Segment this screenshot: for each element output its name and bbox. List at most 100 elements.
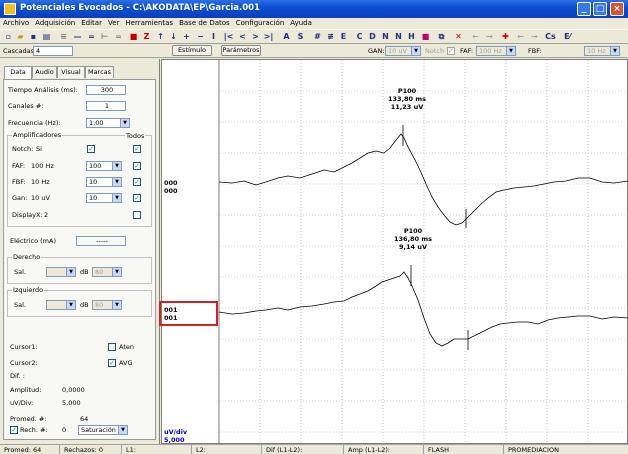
gan-select[interactable]: 10 ▼ [86, 193, 122, 203]
first-icon[interactable]: |< [223, 32, 234, 41]
menu-base-de-datos[interactable]: Base de Datos [179, 19, 230, 27]
saturacion-select[interactable]: Saturación ▼ [78, 425, 128, 435]
tab-data[interactable]: Data [4, 66, 32, 79]
minus-icon[interactable]: − [197, 32, 204, 41]
menu-editar[interactable]: Editar [81, 19, 102, 27]
z-icon[interactable]: Z [143, 32, 150, 41]
status-promediacion: PROMEDIACION [508, 446, 559, 454]
peak2-annotation: P100 136,80 ms 9,14 uV [394, 227, 432, 251]
a-icon[interactable]: A [283, 32, 290, 41]
fbf-todos-checkbox[interactable]: ✓ [133, 178, 141, 186]
cascadas-input[interactable]: 4 [33, 46, 73, 56]
gan-todos-checkbox[interactable]: ✓ [133, 194, 141, 202]
next-icon[interactable]: > [252, 32, 259, 41]
grid2-icon[interactable]: ≢ [327, 32, 334, 41]
tab-audio[interactable]: Audio [32, 66, 57, 78]
dash-icon[interactable]: — [73, 32, 82, 41]
right-arrow-icon[interactable]: → [486, 32, 493, 41]
cs-icon[interactable]: Cs [545, 32, 556, 41]
minimize-button[interactable]: _ [577, 2, 591, 16]
display-label: DisplayX: [12, 211, 43, 219]
n-icon[interactable]: N [382, 32, 389, 41]
tab-visual[interactable]: Visual [57, 66, 85, 78]
menu-adquisicion[interactable]: Adquisición [35, 19, 76, 27]
sal-izquierdo-select[interactable]: ▼ [46, 300, 76, 310]
left-arrow-icon[interactable]: ← [472, 32, 479, 41]
promed-label: Promed. #: [10, 415, 47, 423]
faf-select[interactable]: 100 ▼ [86, 161, 122, 171]
chevron-down-icon: ▼ [112, 194, 121, 202]
chevron-down-icon: ▼ [112, 268, 121, 276]
canales-input[interactable]: 1 [86, 101, 126, 111]
parametros-button[interactable]: Parámetros [221, 45, 261, 56]
aten-checkbox[interactable] [108, 343, 116, 351]
n2-icon[interactable]: N [395, 32, 402, 41]
prev-icon[interactable]: < [239, 32, 246, 41]
e-icon[interactable]: E [340, 32, 347, 41]
estimulo-button[interactable]: Estímulo [172, 45, 212, 56]
notch-todos-checkbox[interactable]: ✓ [133, 145, 141, 153]
close-button[interactable]: × [610, 2, 624, 16]
electrico-input[interactable]: ----- [76, 236, 126, 246]
gan-select[interactable]: 10 uV ▼ [385, 46, 421, 56]
tab-marcas[interactable]: Marcas [85, 66, 114, 78]
notch-checkbox[interactable]: ✓ [447, 47, 455, 55]
copy-icon[interactable]: ⧉ [438, 32, 445, 41]
marker-icon[interactable]: ■ [421, 32, 430, 41]
save-icon[interactable]: ▪ [30, 32, 37, 41]
plus-icon[interactable]: + [183, 32, 190, 41]
new-file-icon[interactable]: ▫ [5, 32, 12, 41]
tiempo-input[interactable]: 300 [86, 85, 126, 95]
c-icon[interactable]: C [356, 32, 363, 41]
cross-icon[interactable]: ✚ [502, 32, 509, 41]
fbf-select[interactable]: 10 Hz ▼ [584, 46, 620, 56]
s-icon[interactable]: S [297, 32, 304, 41]
menu-configuracion[interactable]: Configuración [235, 19, 285, 27]
equal-step-icon[interactable]: = [115, 32, 122, 41]
db-derecho-select[interactable]: 80 ▼ [92, 267, 122, 277]
color-icon[interactable]: ■ [129, 32, 138, 41]
notch-label: Notch: [12, 145, 34, 153]
arrow-down-icon[interactable]: ↓ [170, 32, 177, 41]
delete-icon[interactable]: ✕ [455, 32, 462, 41]
amplitud-label: Amplitud: [10, 386, 42, 394]
ed-icon[interactable]: E⁄ [564, 32, 571, 41]
chevron-down-icon: ▼ [112, 301, 121, 309]
menu-ayuda[interactable]: Ayuda [290, 19, 312, 27]
avg-checkbox[interactable]: ✓ [108, 359, 116, 367]
notch-checkbox[interactable]: ✓ [87, 145, 95, 153]
back-arrow-icon[interactable]: ← [517, 32, 524, 41]
cascadas-label: Cascadas #: [3, 47, 44, 55]
last-icon[interactable]: >| [263, 32, 274, 41]
equals-icon[interactable]: = [88, 32, 95, 41]
db-label: dB [80, 268, 89, 276]
cursor-i-icon[interactable]: I [212, 32, 215, 41]
menu-archivo[interactable]: Archivo [3, 19, 30, 27]
forward-arrow-icon[interactable]: → [531, 32, 538, 41]
rech-checkbox[interactable]: ✓ [10, 426, 18, 434]
waveform-canvas [218, 60, 628, 445]
frecuencia-select[interactable]: 1,00 ▼ [86, 118, 130, 128]
arrow-up-icon[interactable]: ↑ [157, 32, 164, 41]
open-folder-icon[interactable]: ▰ [17, 32, 24, 41]
grid-icon[interactable]: # [314, 32, 321, 41]
faf-select[interactable]: 100 Hz ▼ [476, 46, 516, 56]
display-todos-checkbox[interactable] [133, 211, 141, 219]
waveform-plot[interactable]: 000 000 001 001 P100 133,80 ms 11,23 uV … [161, 59, 628, 445]
sal-derecho-select[interactable]: ▼ [46, 267, 76, 277]
db-izquierdo-select[interactable]: 80 ▼ [92, 300, 122, 310]
cursor2-label: Cursor2: [10, 359, 38, 367]
lines-icon[interactable]: ≡ [60, 32, 67, 41]
fbf-select[interactable]: 10 ▼ [86, 177, 122, 187]
amplitud-value: 0,0000 [62, 386, 85, 394]
print-icon[interactable]: ▤ [42, 32, 51, 41]
step-icon[interactable]: ⊢ [100, 32, 109, 41]
maximize-button[interactable]: □ [593, 2, 607, 16]
menu-ver[interactable]: Ver [107, 19, 120, 27]
d-icon[interactable]: D [369, 32, 376, 41]
faf-todos-checkbox[interactable]: ✓ [133, 162, 141, 170]
h-icon[interactable]: H [408, 32, 415, 41]
frecuencia-label: Frecuencia (Hz): [8, 119, 61, 127]
menu-herramientas[interactable]: Herramientas [125, 19, 174, 27]
trace2-label: 001 001 [164, 306, 178, 322]
